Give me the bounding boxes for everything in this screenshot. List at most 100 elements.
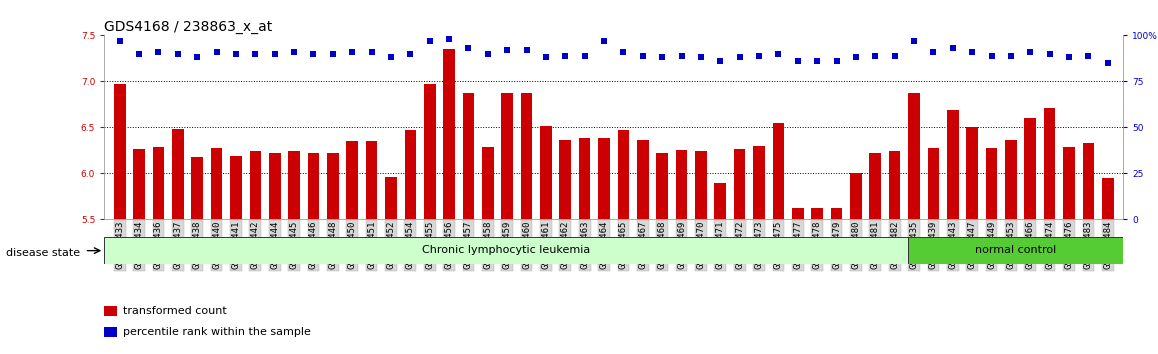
Bar (966, 127, 979, 219)
Text: percentile rank within the sample: percentile rank within the sample (123, 327, 310, 337)
Point (188, 55, 206, 60)
Bar (501, 93, 513, 219)
Point (440, 36, 459, 42)
Bar (559, 140, 571, 219)
Point (1060, 55, 1078, 60)
Point (576, 53, 594, 58)
Bar (928, 148, 939, 219)
Bar (386, 177, 397, 219)
Bar (695, 152, 706, 219)
Bar (734, 149, 746, 219)
Point (305, 51, 323, 57)
Point (207, 49, 226, 55)
Point (614, 49, 632, 55)
Bar (1005, 140, 1017, 219)
Bar (908, 237, 1123, 264)
Text: transformed count: transformed count (123, 306, 226, 316)
Bar (104, 327, 117, 337)
Point (227, 51, 245, 57)
Bar (288, 152, 300, 219)
Point (1040, 51, 1058, 57)
Bar (1025, 118, 1036, 219)
Point (110, 38, 129, 44)
Text: Chronic lymphocytic leukemia: Chronic lymphocytic leukemia (422, 245, 591, 256)
Point (749, 53, 768, 58)
Bar (366, 141, 378, 219)
Bar (830, 209, 842, 219)
Bar (540, 126, 551, 219)
Point (691, 55, 710, 60)
Bar (346, 141, 358, 219)
Bar (1043, 108, 1055, 219)
Bar (657, 153, 668, 219)
Point (924, 49, 943, 55)
Point (1021, 49, 1040, 55)
Bar (1083, 143, 1094, 219)
Point (420, 38, 439, 44)
Point (401, 51, 419, 57)
Bar (850, 172, 862, 219)
Point (343, 49, 361, 55)
Point (536, 55, 555, 60)
Bar (521, 93, 533, 219)
Point (944, 45, 962, 51)
Point (827, 58, 845, 64)
Bar (404, 130, 416, 219)
Point (362, 49, 381, 55)
Bar (211, 148, 222, 219)
Text: GDS4168 / 238863_x_at: GDS4168 / 238863_x_at (104, 21, 272, 34)
Point (653, 55, 672, 60)
Bar (104, 237, 908, 264)
Bar (676, 149, 688, 219)
Bar (599, 138, 610, 219)
Bar (947, 110, 959, 219)
Point (1079, 53, 1098, 58)
Point (1099, 60, 1117, 66)
Bar (579, 138, 591, 219)
Bar (104, 306, 117, 316)
Bar (444, 49, 455, 219)
Bar (1063, 147, 1075, 219)
Bar (173, 129, 184, 219)
Point (866, 53, 885, 58)
Point (1002, 53, 1020, 58)
Point (518, 47, 536, 53)
Point (982, 53, 1001, 58)
Point (382, 55, 401, 60)
Point (478, 51, 497, 57)
Point (245, 51, 264, 57)
Point (556, 53, 574, 58)
Point (595, 38, 614, 44)
Point (285, 49, 303, 55)
Bar (230, 156, 242, 219)
Bar (772, 123, 784, 219)
Bar (985, 148, 997, 219)
Bar (1102, 178, 1114, 219)
Point (846, 55, 865, 60)
Bar (714, 183, 726, 219)
Bar (908, 93, 919, 219)
Bar (812, 207, 823, 219)
Point (460, 45, 478, 51)
Point (130, 51, 148, 57)
Bar (133, 149, 145, 219)
Bar (889, 152, 901, 219)
Point (633, 53, 652, 58)
Point (808, 58, 827, 64)
Bar (870, 153, 881, 219)
Bar (113, 84, 125, 219)
Text: disease state: disease state (6, 248, 80, 258)
Point (731, 55, 749, 60)
Point (789, 58, 807, 64)
Bar (327, 153, 338, 219)
Bar (191, 157, 203, 219)
Point (265, 51, 284, 57)
Bar (482, 147, 493, 219)
Point (498, 47, 516, 53)
Point (886, 53, 904, 58)
Bar (424, 84, 435, 219)
Bar (637, 140, 648, 219)
Bar (617, 130, 629, 219)
Point (711, 58, 730, 64)
Point (963, 49, 982, 55)
